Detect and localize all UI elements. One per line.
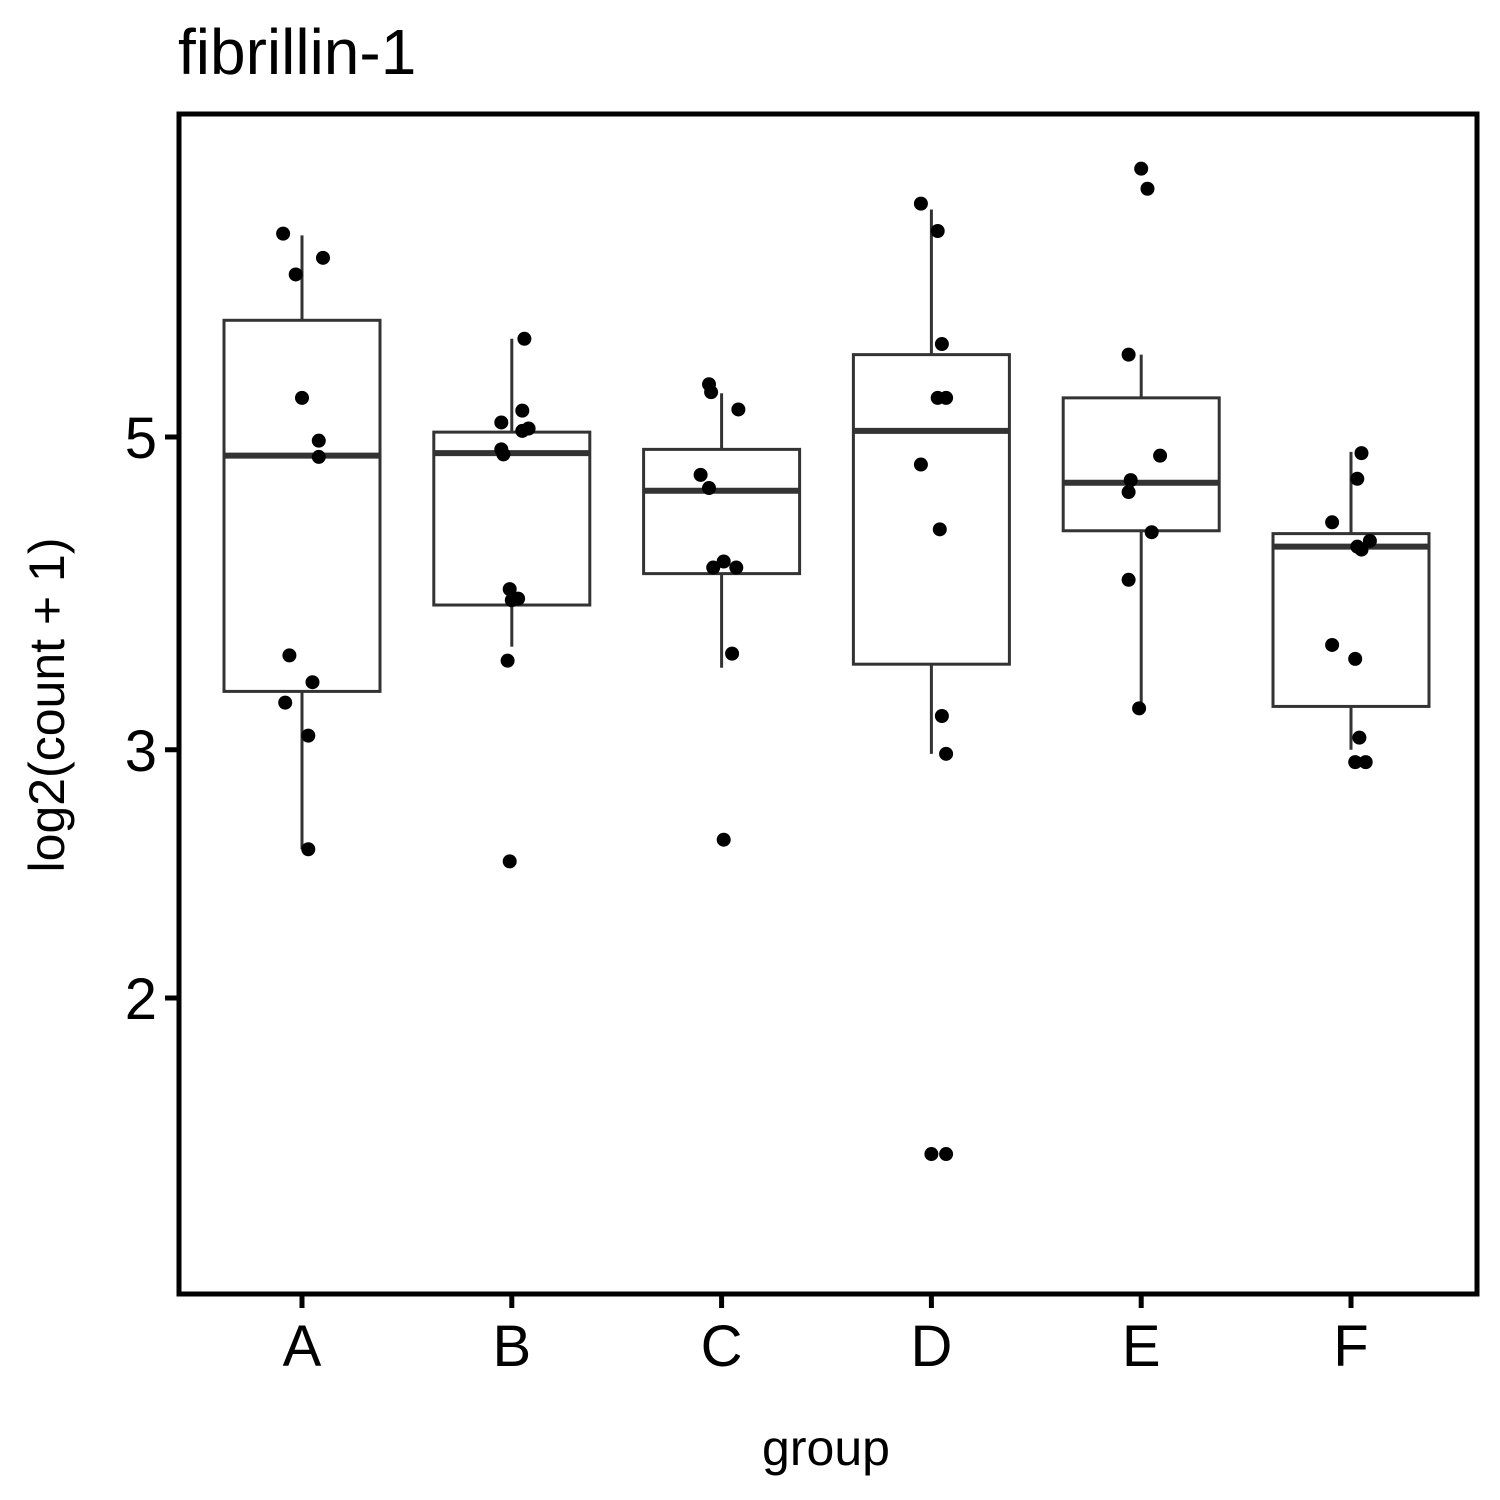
data-point-f (1348, 651, 1363, 666)
box-iqr (222, 318, 382, 693)
data-point-e (1132, 701, 1147, 716)
data-point-b (515, 403, 530, 418)
data-point-e (1140, 181, 1155, 196)
data-point-c (702, 481, 717, 496)
data-point-b (517, 331, 532, 346)
data-point-a (301, 842, 316, 857)
x-tick-label: C (701, 1314, 743, 1379)
y-tick-label: 5 (125, 406, 157, 471)
box-iqr (1271, 532, 1431, 708)
data-point-e (1121, 347, 1136, 362)
data-point-c (729, 560, 744, 575)
data-point-b (502, 582, 517, 597)
data-point-b (494, 415, 509, 430)
data-point-a (315, 250, 330, 265)
data-point-e (1123, 473, 1138, 488)
data-point-d (913, 196, 928, 211)
data-point-b (496, 447, 511, 462)
data-point-c (704, 385, 719, 400)
data-point-f (1325, 515, 1340, 530)
box-a (222, 235, 382, 850)
data-point-c (725, 646, 740, 661)
data-point-b (502, 854, 517, 869)
data-point-c (693, 467, 708, 482)
plot-frame (176, 111, 1480, 1297)
data-point-f (1358, 755, 1373, 770)
y-axis-title: log2(count + 1) (19, 538, 75, 873)
data-point-f (1352, 730, 1367, 745)
data-point-c (716, 554, 731, 569)
data-point-d (930, 223, 945, 238)
x-tick-label: E (1122, 1314, 1161, 1379)
data-point-d (930, 390, 945, 405)
x-tick-label: F (1333, 1314, 1368, 1379)
data-point-a (282, 648, 297, 663)
data-point-e (1134, 161, 1149, 176)
data-point-f (1350, 471, 1365, 486)
data-point-f (1354, 446, 1369, 461)
x-tick-label: A (283, 1314, 322, 1379)
plot-area: 2 3 5 A B C D E F (125, 111, 1480, 1379)
box-iqr (851, 353, 1011, 666)
data-point-d (934, 709, 949, 724)
x-tick-label: D (910, 1314, 952, 1379)
x-axis-title: group (762, 1420, 890, 1476)
data-point-e (1121, 485, 1136, 500)
data-point-a (301, 728, 316, 743)
box-iqr (432, 430, 592, 607)
data-point-d (934, 337, 949, 352)
box-d (851, 209, 1011, 754)
data-point-a (276, 226, 291, 241)
box-e (1061, 354, 1221, 707)
data-point-b (515, 423, 530, 438)
data-point-d (932, 522, 947, 537)
data-point-b (500, 653, 515, 668)
data-point-c (706, 560, 721, 575)
box-b (432, 338, 592, 647)
data-point-a (295, 390, 309, 405)
data-point-f (1348, 755, 1363, 770)
data-point-f (1362, 533, 1377, 548)
data-point-a (278, 695, 293, 710)
box-f (1271, 451, 1431, 750)
data-point-d (939, 1147, 954, 1162)
y-tick-label: 2 (125, 967, 157, 1032)
data-point-c (731, 402, 746, 417)
data-point-a (288, 267, 303, 282)
box-iqr (1061, 396, 1221, 533)
data-point-a (311, 433, 326, 448)
data-point-e (1153, 448, 1168, 463)
box-c (642, 393, 802, 668)
chart-title: fibrillin-1 (178, 16, 416, 88)
data-point-d (924, 1147, 939, 1162)
data-point-f (1354, 542, 1369, 557)
data-point-d (913, 457, 928, 472)
data-point-e (1121, 572, 1136, 587)
y-tick-label: 3 (125, 719, 157, 784)
data-point-a (305, 675, 320, 690)
data-point-f (1325, 637, 1340, 652)
data-point-d (939, 746, 954, 761)
data-point-b (504, 593, 519, 608)
x-tick-label: B (492, 1314, 531, 1379)
data-point-c (716, 832, 731, 847)
box-iqr (642, 447, 802, 576)
data-point-e (1144, 525, 1159, 540)
data-point-a (311, 449, 326, 464)
